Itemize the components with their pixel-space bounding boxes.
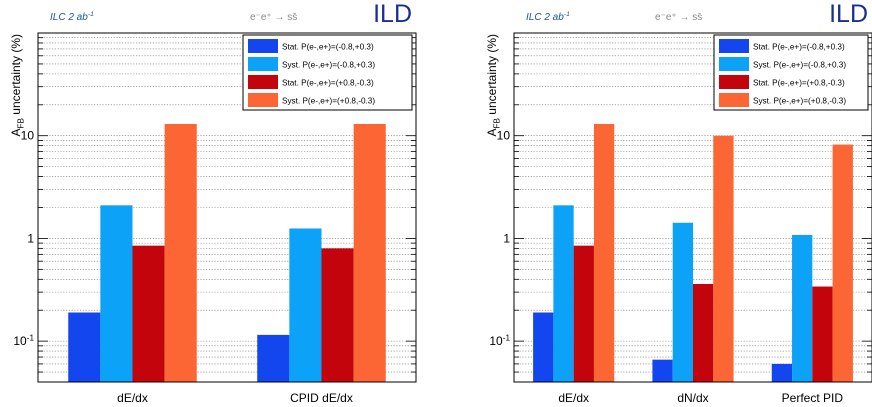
y-ticks [38, 37, 416, 383]
legend-label: Syst. P(e-,e+)=(-0.8,+0.3) [282, 61, 375, 70]
legend-label: Stat. P(e-,e+)=(-0.8,+0.3) [753, 43, 845, 52]
bar-cpid-de-dx-0 [257, 334, 290, 382]
bar-perfect-pid-0 [771, 363, 793, 382]
bar-dn-dx-2 [693, 283, 714, 382]
legend-swatch [719, 57, 749, 71]
bar-de-dx-0 [68, 312, 101, 382]
bar-dn-dx-3 [713, 135, 734, 382]
plot-frame [513, 32, 872, 383]
plot-frame [37, 32, 417, 383]
legend-swatch [248, 39, 278, 53]
legend-label: Syst. P(e-,e+)=(-0.8,+0.3) [753, 61, 846, 70]
legend-label: Stat. P(e-,e+)=(+0.8,-0.3) [282, 79, 374, 88]
category-label: Perfect PID [782, 391, 844, 405]
y-tick-label: 10 [497, 129, 511, 143]
ild-label: ILD [373, 0, 412, 28]
y-axis-label: AFB uncertainty (%) [9, 34, 25, 136]
ilc-label: ILC 2 ab-1 [526, 11, 570, 23]
bar-cpid-de-dx-1 [289, 228, 322, 382]
bar-de-dx-3 [593, 124, 615, 382]
legend-label: Syst. P(e-,e+)=(+0.8,-0.3) [282, 97, 375, 106]
ilc-label: ILC 2 ab-1 [50, 11, 94, 23]
category-label: dE/dx [117, 391, 148, 405]
legend-label: Syst. P(e-,e+)=(+0.8,-0.3) [753, 97, 846, 106]
bar-de-dx-0 [533, 312, 554, 382]
bar-dn-dx-1 [672, 222, 693, 382]
category-label: dN/dx [677, 391, 708, 405]
legend: Stat. P(e-,e+)=(-0.8,+0.3) Syst. P(e-,e+)… [242, 34, 413, 111]
legend-label: Stat. P(e-,e+)=(-0.8,+0.3) [282, 43, 374, 52]
y-tick-label: 1 [27, 231, 34, 245]
legend-swatch [248, 75, 278, 89]
legend-swatch [248, 57, 278, 71]
process-label: e⁻e⁺ → ss̄ [250, 12, 297, 23]
bar-perfect-pid-3 [832, 144, 853, 382]
ild-label: ILD [829, 0, 868, 28]
legend-label: Stat. P(e-,e+)=(+0.8,-0.3) [753, 79, 845, 88]
y-tick-label: 10 [21, 129, 35, 143]
y-tick-label: 1 [503, 231, 510, 245]
legend-swatch [719, 93, 749, 107]
y-tick-label: 10-1 [13, 334, 34, 349]
y-axis-label: AFB uncertainty (%) [485, 34, 501, 136]
legend: Stat. P(e-,e+)=(-0.8,+0.3) Syst. P(e-,e+)… [713, 34, 869, 111]
legend-swatch [719, 75, 749, 89]
y-tick-label: 10-1 [489, 334, 510, 349]
bar-dn-dx-0 [652, 359, 673, 382]
bar-perfect-pid-1 [792, 234, 813, 382]
bar-cpid-de-dx-3 [353, 124, 386, 382]
bar-perfect-pid-2 [812, 286, 833, 382]
bar-de-dx-2 [573, 245, 594, 382]
legend-swatch [719, 39, 749, 53]
bar-de-dx-2 [132, 245, 165, 382]
bar-de-dx-3 [164, 124, 197, 382]
category-label: dE/dx [558, 391, 589, 405]
process-label: e⁻e⁺ → ss̄ [655, 12, 702, 23]
category-label: CPID dE/dx [290, 391, 353, 405]
bar-de-dx-1 [553, 205, 574, 382]
bar-cpid-de-dx-2 [321, 248, 354, 382]
bar-de-dx-1 [100, 205, 133, 382]
legend-swatch [248, 93, 278, 107]
